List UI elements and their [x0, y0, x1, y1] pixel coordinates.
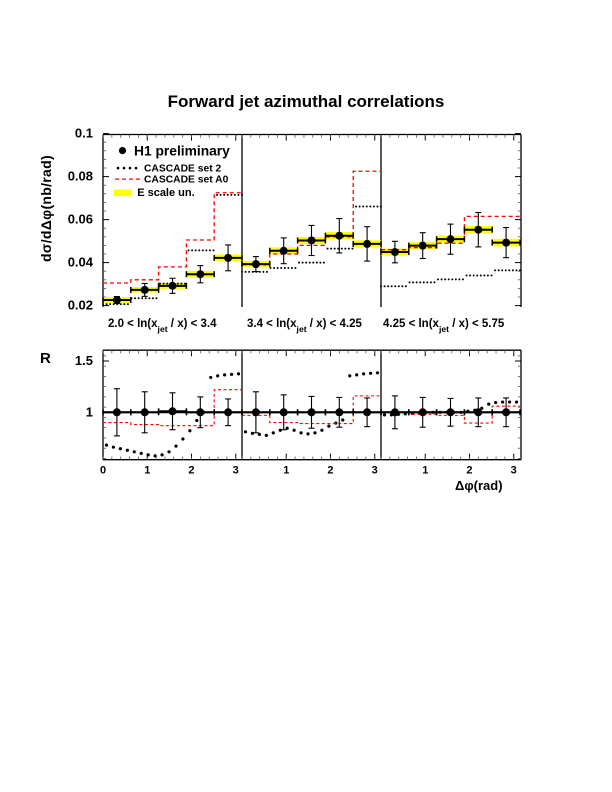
svg-text:2: 2 — [188, 465, 194, 477]
svg-text:3: 3 — [233, 465, 239, 477]
svg-text:CASCADE set A0: CASCADE set A0 — [144, 175, 229, 186]
svg-text:2: 2 — [466, 465, 472, 477]
svg-text:CASCADE set 2: CASCADE set 2 — [144, 164, 222, 175]
svg-text:1: 1 — [422, 465, 428, 477]
svg-text:0.1: 0.1 — [75, 126, 93, 141]
svg-text:0.06: 0.06 — [68, 212, 93, 227]
svg-text:3: 3 — [511, 465, 517, 477]
svg-text:E scale un.: E scale un. — [137, 187, 194, 199]
svg-text:H1 preliminary: H1 preliminary — [134, 144, 230, 159]
svg-text:0.02: 0.02 — [68, 298, 93, 313]
svg-text:0: 0 — [100, 465, 106, 477]
svg-text:2: 2 — [327, 465, 333, 477]
svg-text:1.5: 1.5 — [75, 353, 93, 368]
svg-text:0.08: 0.08 — [68, 169, 93, 184]
svg-text:1: 1 — [283, 465, 289, 477]
svg-text:0.04: 0.04 — [68, 255, 94, 270]
svg-text:1: 1 — [86, 404, 93, 419]
svg-text:3: 3 — [372, 465, 378, 477]
svg-text:1: 1 — [144, 465, 150, 477]
